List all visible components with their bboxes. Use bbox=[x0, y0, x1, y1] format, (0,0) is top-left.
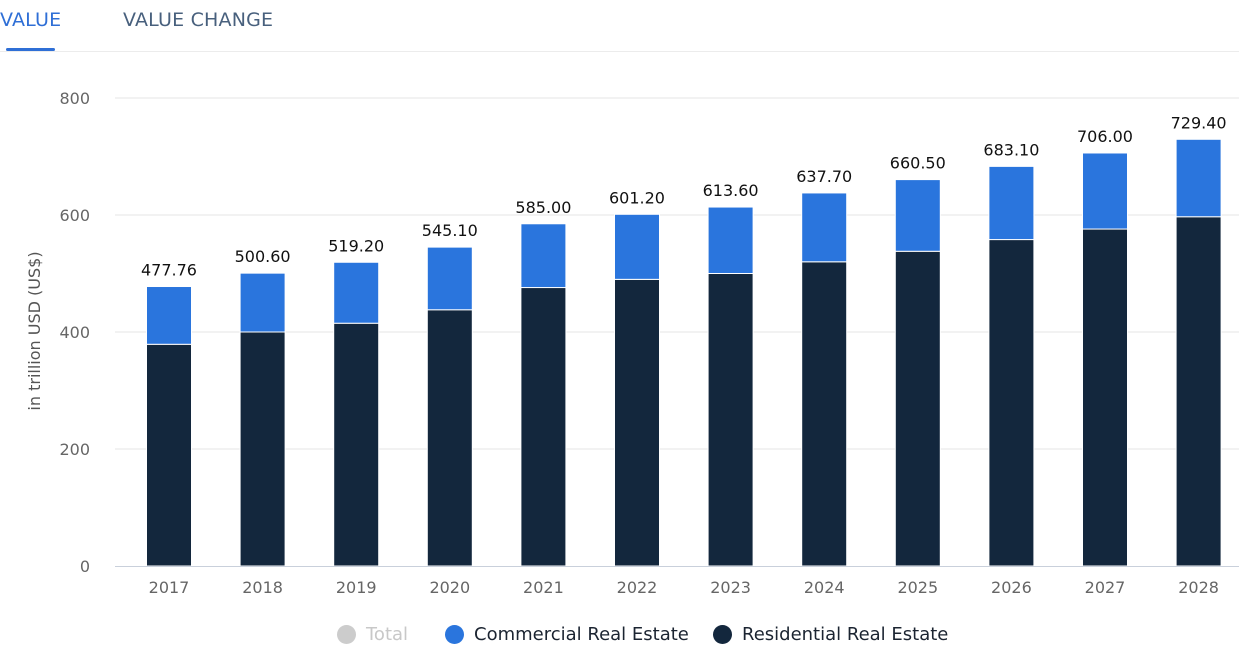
bar-commercial-2022[interactable] bbox=[614, 213, 660, 280]
data-label-2022: 601.20 bbox=[609, 188, 665, 207]
x-tick-label-2019: 2019 bbox=[336, 578, 377, 597]
legend-label-total: Total bbox=[366, 624, 409, 645]
x-tick-label-2026: 2026 bbox=[991, 578, 1032, 597]
y-tick-label: 600 bbox=[59, 206, 90, 225]
x-tick-label-2021: 2021 bbox=[523, 578, 564, 597]
x-axis-ticks: 2017 2018 2019 2020 2021 2022 2023 2024 2025 2026… bbox=[149, 578, 1219, 597]
bar-residential-2023[interactable] bbox=[707, 273, 754, 567]
legend-item-total[interactable]: Total bbox=[337, 624, 408, 645]
x-tick-label-2017: 2017 bbox=[149, 578, 190, 597]
bar-commercial-2020[interactable] bbox=[426, 246, 473, 311]
stacked-bar-chart: 0 200 400 600 800 in trillion USD (US$) 477.… bbox=[25, 89, 1239, 597]
y-axis-ticks: 0 200 400 600 800 bbox=[59, 89, 90, 576]
data-labels: 477.76 500.60 519.20 545.10 585.00 601.20 613.… bbox=[141, 113, 1227, 279]
x-tick-label-2020: 2020 bbox=[429, 578, 470, 597]
x-tick-label-2018: 2018 bbox=[242, 578, 283, 597]
bar-residential-2020[interactable] bbox=[426, 309, 473, 567]
bar-commercial-2017[interactable] bbox=[146, 286, 192, 345]
active-tab-indicator bbox=[6, 48, 55, 51]
x-tick-label-2025: 2025 bbox=[897, 578, 938, 597]
y-tick-label: 0 bbox=[80, 557, 90, 576]
y-tick-label: 400 bbox=[59, 323, 90, 342]
bar-residential-2025[interactable] bbox=[894, 250, 941, 567]
bar-residential-2028[interactable] bbox=[1175, 216, 1222, 567]
grid-lines bbox=[115, 97, 1239, 450]
data-label-2023: 613.60 bbox=[703, 181, 759, 200]
bar-residential-2024[interactable] bbox=[801, 261, 848, 567]
bar-commercial-2023[interactable] bbox=[707, 206, 754, 275]
bar-commercial-2021[interactable] bbox=[520, 223, 567, 289]
x-tick-label-2028: 2028 bbox=[1178, 578, 1219, 597]
data-label-2026: 683.10 bbox=[983, 140, 1039, 159]
bar-residential-2019[interactable] bbox=[333, 322, 380, 567]
tab-bar: VALUE VALUE CHANGE bbox=[0, 0, 1239, 52]
legend-label-commercial: Commercial Real Estate bbox=[474, 624, 689, 645]
bar-residential-2018[interactable] bbox=[239, 331, 286, 567]
bar-residential-2021[interactable] bbox=[520, 287, 567, 567]
data-label-2025: 660.50 bbox=[890, 154, 946, 173]
bar-residential-2027[interactable] bbox=[1082, 228, 1128, 567]
bar-commercial-2026[interactable] bbox=[988, 165, 1035, 241]
bar-commercial-2019[interactable] bbox=[333, 261, 380, 324]
bars bbox=[146, 138, 1222, 567]
y-axis-label: in trillion USD (US$) bbox=[25, 251, 44, 410]
legend: Total Commercial Real Estate Residential… bbox=[0, 622, 1239, 652]
bar-commercial-2018[interactable] bbox=[239, 272, 286, 333]
legend-dot-commercial bbox=[445, 625, 464, 644]
data-label-2020: 545.10 bbox=[422, 221, 478, 240]
data-label-2019: 519.20 bbox=[328, 236, 384, 255]
bar-commercial-2025[interactable] bbox=[894, 179, 941, 252]
legend-item-commercial[interactable]: Commercial Real Estate bbox=[445, 624, 689, 645]
tab-value-change[interactable]: VALUE CHANGE bbox=[123, 9, 274, 31]
data-label-2018: 500.60 bbox=[235, 247, 291, 266]
data-label-2024: 637.70 bbox=[796, 167, 852, 186]
x-tick-label-2027: 2027 bbox=[1085, 578, 1126, 597]
bar-residential-2026[interactable] bbox=[988, 239, 1035, 567]
legend-label-residential: Residential Real Estate bbox=[742, 624, 949, 645]
data-label-2021: 585.00 bbox=[515, 198, 571, 217]
bar-commercial-2024[interactable] bbox=[801, 192, 848, 263]
y-tick-label: 800 bbox=[59, 89, 90, 108]
legend-item-residential[interactable]: Residential Real Estate bbox=[713, 624, 948, 645]
data-label-2017: 477.76 bbox=[141, 261, 197, 280]
data-label-2027: 706.00 bbox=[1077, 127, 1133, 146]
x-tick-label-2024: 2024 bbox=[804, 578, 845, 597]
y-tick-label: 200 bbox=[59, 440, 90, 459]
tab-value[interactable]: VALUE bbox=[0, 9, 62, 31]
bar-residential-2022[interactable] bbox=[614, 278, 660, 567]
bar-residential-2017[interactable] bbox=[146, 343, 192, 567]
data-label-2028: 729.40 bbox=[1171, 113, 1227, 132]
bar-commercial-2027[interactable] bbox=[1082, 152, 1128, 230]
legend-dot-total bbox=[337, 625, 356, 644]
bar-commercial-2028[interactable] bbox=[1175, 138, 1222, 218]
legend-dot-residential bbox=[713, 625, 732, 644]
x-tick-label-2023: 2023 bbox=[710, 578, 751, 597]
x-tick-label-2022: 2022 bbox=[617, 578, 658, 597]
